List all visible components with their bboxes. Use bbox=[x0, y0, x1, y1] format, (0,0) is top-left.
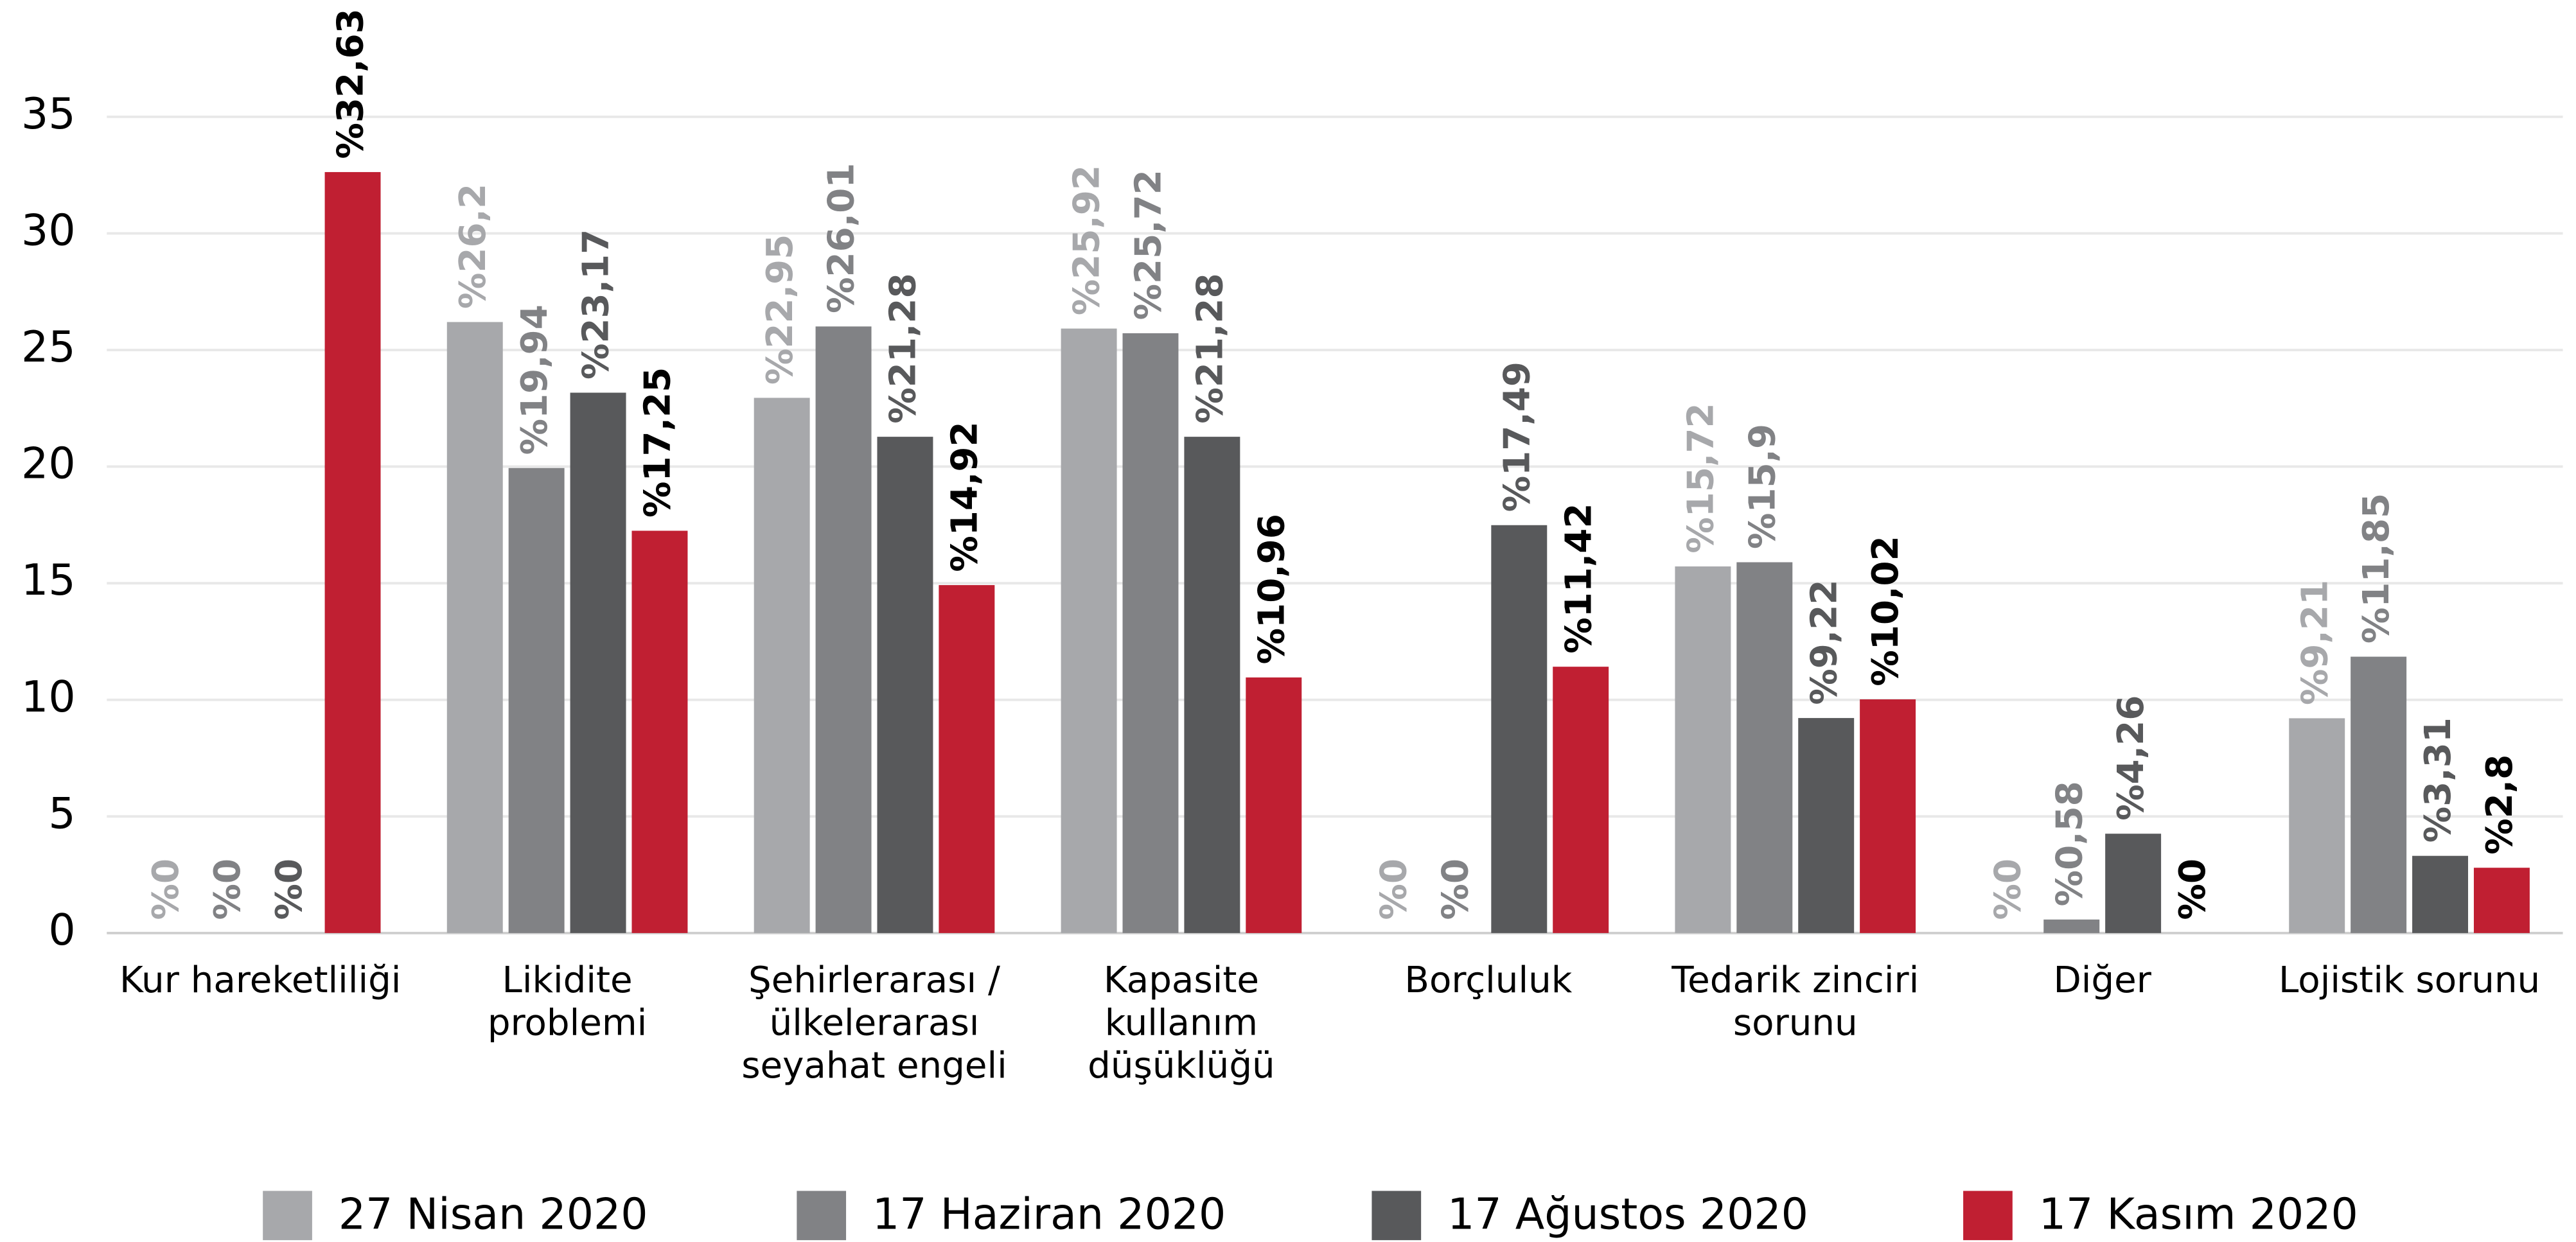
data-label: %15,72 bbox=[1681, 403, 1722, 553]
x-tick-label: seyahat engeli bbox=[741, 1045, 1007, 1087]
data-label: %11,42 bbox=[1558, 503, 1600, 653]
data-label: %19,94 bbox=[514, 304, 556, 455]
bar bbox=[631, 530, 688, 933]
data-label: %11,85 bbox=[2356, 493, 2397, 643]
bar bbox=[2351, 656, 2407, 933]
y-tick-label: 15 bbox=[21, 555, 76, 605]
data-label: %0 bbox=[1435, 859, 1477, 920]
legend-label: 17 Haziran 2020 bbox=[872, 1189, 1226, 1239]
x-tick-label: Diğer bbox=[2053, 959, 2151, 1001]
bar bbox=[570, 392, 626, 933]
x-tick-label: Tedarik zinciri bbox=[1671, 959, 1919, 1001]
x-tick-label: Borçluluk bbox=[1404, 959, 1572, 1001]
bar bbox=[939, 585, 995, 933]
bar bbox=[815, 326, 872, 933]
data-label: %26,2 bbox=[452, 184, 494, 309]
data-label: %17,49 bbox=[1496, 362, 1538, 512]
bar bbox=[1860, 699, 1916, 933]
x-tick-label: ülkelerarası bbox=[770, 1002, 980, 1044]
y-tick-label: 10 bbox=[21, 672, 76, 722]
y-tick-label: 0 bbox=[48, 905, 75, 955]
y-tick-label: 35 bbox=[21, 89, 76, 139]
data-label: %10,96 bbox=[1251, 514, 1292, 664]
data-label: %2,8 bbox=[2479, 755, 2521, 855]
legend-swatch bbox=[263, 1191, 312, 1241]
data-label: %23,17 bbox=[576, 229, 617, 380]
legend-label: 27 Nisan 2020 bbox=[339, 1189, 648, 1239]
data-label: %25,92 bbox=[1066, 165, 1108, 315]
bar bbox=[1122, 333, 1179, 933]
bar bbox=[2289, 718, 2345, 933]
bar bbox=[508, 468, 565, 933]
data-label: %0,58 bbox=[2049, 781, 2090, 906]
legend-swatch bbox=[1372, 1191, 1422, 1241]
legend-label: 17 Ağustos 2020 bbox=[1447, 1189, 1808, 1239]
data-label: %14,92 bbox=[944, 421, 985, 572]
bar bbox=[2105, 834, 2162, 933]
bar bbox=[324, 171, 381, 933]
bar bbox=[2473, 868, 2530, 933]
data-label: %17,25 bbox=[637, 367, 679, 518]
bar bbox=[2043, 919, 2100, 933]
y-tick-label: 20 bbox=[21, 439, 76, 489]
bar bbox=[1061, 328, 1117, 933]
bar bbox=[1675, 566, 1731, 933]
data-label: %4,26 bbox=[2110, 695, 2152, 821]
x-tick-label: problemi bbox=[488, 1002, 647, 1044]
data-label: %0 bbox=[269, 859, 310, 920]
data-label: %9,21 bbox=[2294, 580, 2336, 705]
data-label: %22,95 bbox=[759, 234, 801, 385]
bar bbox=[754, 398, 810, 933]
bar bbox=[1798, 718, 1855, 933]
bar bbox=[2412, 855, 2469, 933]
x-tick-label: Kapasite bbox=[1104, 959, 1259, 1001]
data-label: %21,28 bbox=[883, 273, 924, 423]
x-tick-label: Likidite bbox=[502, 959, 633, 1001]
data-label: %0 bbox=[2172, 859, 2214, 920]
data-label: %21,28 bbox=[1190, 273, 1231, 423]
legend-swatch bbox=[797, 1191, 847, 1241]
data-label: %3,31 bbox=[2417, 717, 2459, 843]
data-label: %0 bbox=[1987, 859, 2029, 920]
x-tick-label: düşüklüğü bbox=[1088, 1045, 1275, 1087]
y-tick-label: 25 bbox=[21, 322, 76, 372]
bar bbox=[877, 437, 933, 933]
data-label: %0 bbox=[207, 859, 249, 920]
bar bbox=[1246, 677, 1302, 933]
legend-label: 17 Kasım 2020 bbox=[2039, 1189, 2358, 1239]
x-tick-label: sorunu bbox=[1733, 1002, 1858, 1044]
x-tick-label: Lojistik sorunu bbox=[2279, 959, 2540, 1001]
bar bbox=[446, 322, 503, 933]
data-label: %25,72 bbox=[1128, 170, 1170, 320]
data-label: %15,9 bbox=[1742, 424, 1783, 549]
bar bbox=[1736, 562, 1793, 933]
x-tick-label: Kur hareketliliği bbox=[119, 959, 401, 1001]
bar bbox=[1491, 525, 1548, 933]
x-tick-label: Şehirlerarası / bbox=[748, 959, 1000, 1001]
data-label: %9,22 bbox=[1803, 579, 1845, 704]
bar bbox=[1184, 437, 1240, 933]
bar bbox=[1553, 667, 1609, 933]
data-label: %0 bbox=[145, 859, 187, 920]
data-label: %0 bbox=[1373, 859, 1415, 920]
legend-swatch bbox=[1963, 1191, 2013, 1241]
x-tick-label: kullanım bbox=[1105, 1002, 1258, 1044]
data-label: %26,01 bbox=[821, 163, 863, 313]
data-label: %10,02 bbox=[1865, 536, 1907, 686]
data-label: %32,63 bbox=[330, 8, 372, 159]
y-tick-label: 5 bbox=[48, 788, 75, 838]
y-tick-label: 30 bbox=[21, 206, 76, 256]
